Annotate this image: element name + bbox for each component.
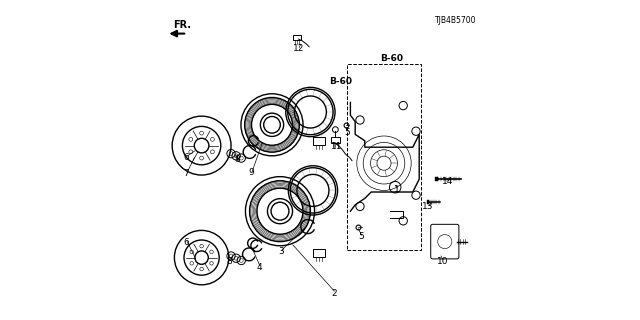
Bar (435, 177, 438, 181)
Text: 6: 6 (184, 153, 189, 162)
Text: 13: 13 (422, 202, 434, 211)
Bar (314, 249, 326, 257)
Text: 3: 3 (278, 247, 284, 256)
Text: 9: 9 (248, 168, 254, 177)
Text: 5: 5 (344, 128, 350, 137)
Bar (293, 35, 301, 40)
Text: 10: 10 (436, 257, 448, 266)
Text: 7: 7 (184, 169, 189, 178)
Text: 14: 14 (442, 177, 454, 186)
Text: 8: 8 (226, 257, 232, 266)
Text: B-60: B-60 (330, 77, 352, 86)
Bar (347, 64, 421, 250)
Text: 5: 5 (358, 232, 364, 241)
Text: B-60: B-60 (381, 54, 403, 63)
Text: 6: 6 (184, 238, 189, 247)
Bar (427, 200, 429, 204)
Text: 2: 2 (332, 289, 337, 298)
Text: TJB4B5700: TJB4B5700 (435, 16, 477, 25)
Text: 4: 4 (257, 263, 262, 272)
Bar (331, 137, 340, 143)
Text: 1: 1 (394, 185, 399, 194)
Text: 12: 12 (292, 44, 304, 53)
Text: FR.: FR. (173, 20, 191, 30)
Bar (314, 137, 326, 145)
Text: 8: 8 (235, 155, 240, 164)
Text: 11: 11 (331, 142, 342, 151)
